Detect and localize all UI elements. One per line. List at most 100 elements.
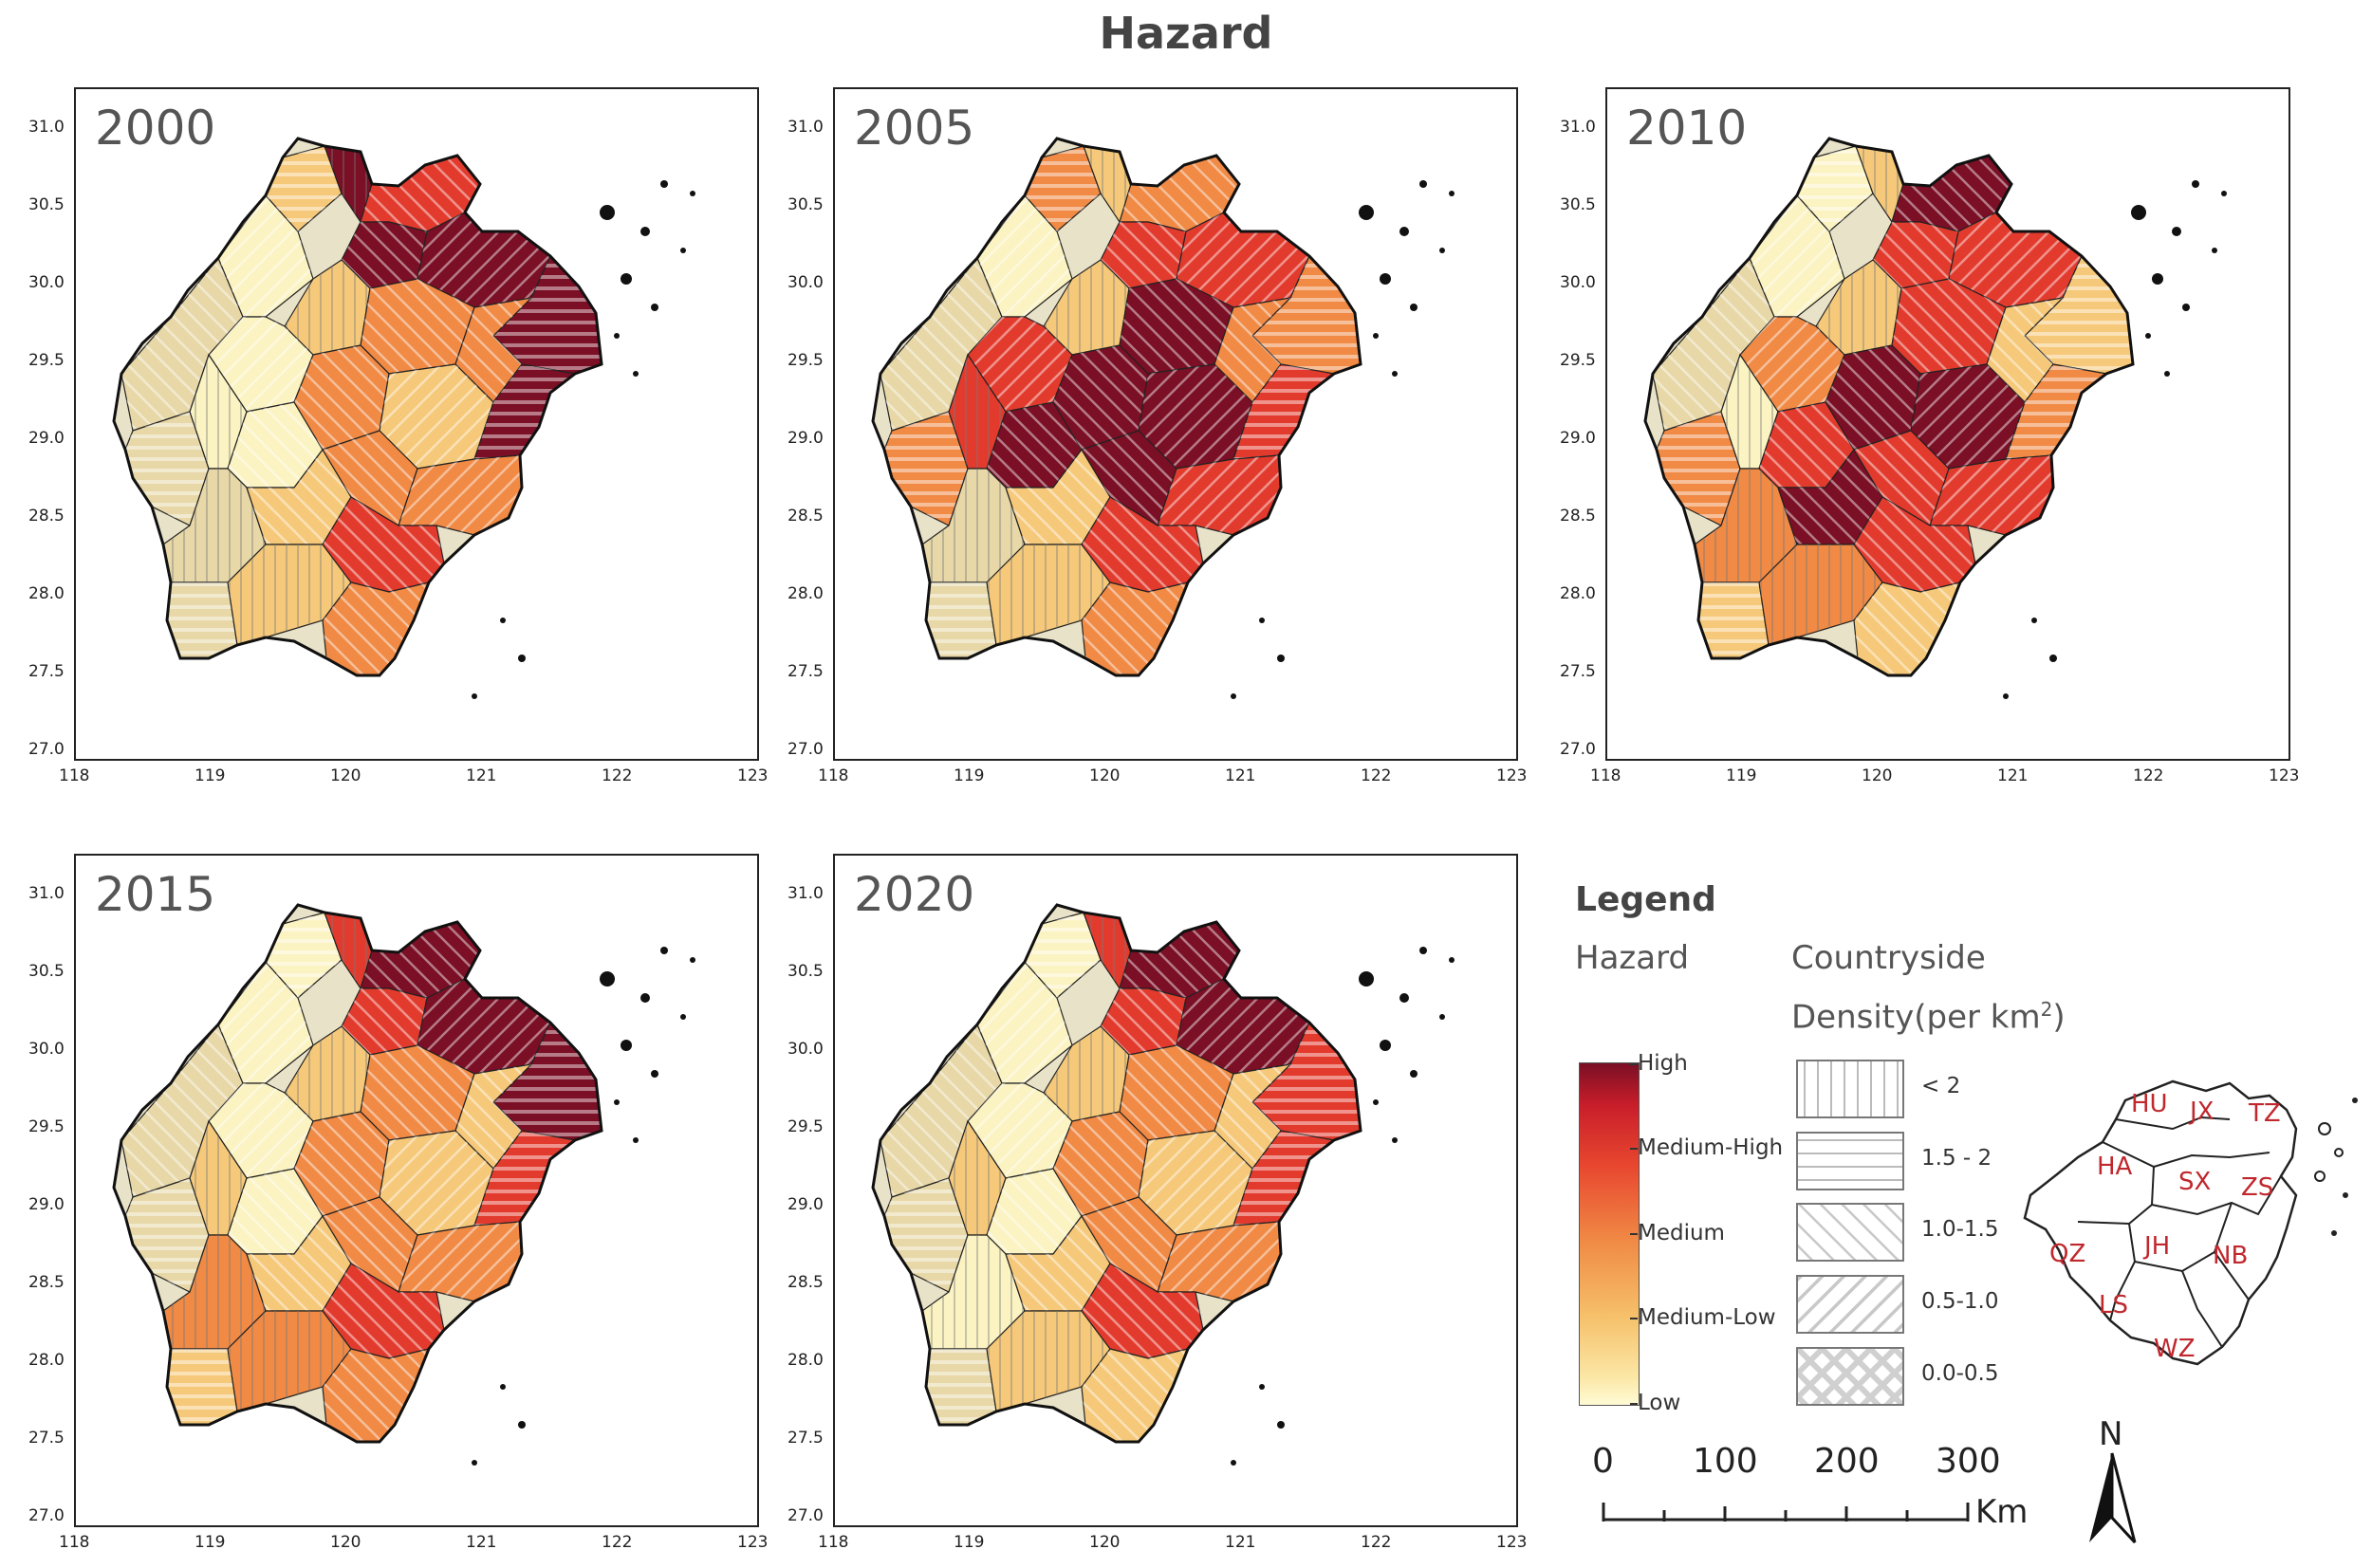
density-swatch-lt2 [1796,1060,1904,1118]
panel-year-label: 2015 [95,867,216,922]
island-marker [500,1384,506,1390]
island-marker [2152,273,2163,285]
island-marker [1399,993,1409,1003]
density-swatch-1.5-2 [1796,1132,1904,1190]
island-marker [1359,205,1374,220]
island-marker [633,371,639,377]
county-hatch [987,544,1110,645]
county-hatch [323,497,444,592]
county-hatch [1825,345,1920,450]
province-border [112,903,603,1444]
county-hatch [1025,913,1101,998]
y-tick-label: 31.0 [1560,118,1596,137]
county-hatch [1177,979,1309,1074]
county-hatch [926,582,996,658]
island-marker [2031,618,2037,623]
y-tick-label: 29.0 [788,429,824,448]
inset-city-label: JH [2142,1232,2170,1261]
y-tick-label: 28.5 [788,507,824,526]
x-tick-label: 119 [195,766,226,785]
county-hatch [1082,1197,1177,1292]
county-hatch [1750,195,1844,317]
hazard-level-label: Medium-Low [1630,1305,1776,1330]
y-tick-label: 30.0 [788,1040,824,1059]
county-hatch [266,913,342,998]
county-hatch [361,1045,474,1140]
y-tick-label: 29.0 [788,1195,824,1214]
county-hatch [987,1169,1082,1254]
panel-year-label: 2010 [1626,101,1748,156]
island-marker [660,180,668,188]
county-hatch [1025,146,1101,231]
county-hatch [417,212,550,307]
island-marker [2172,227,2181,236]
inset-city-label: QZ [2049,1240,2085,1268]
y-tick-label: 30.0 [1560,273,1596,292]
island-marker [1419,180,1427,188]
y-tick-label: 27.5 [788,1429,824,1448]
county-hatch [218,962,313,1083]
county-hatch [190,355,247,469]
county-hatch [987,402,1082,488]
y-tick-label: 29.0 [1560,429,1596,448]
y-tick-label: 28.5 [28,507,65,526]
map-panel-2020: 2020 [833,854,1518,1527]
county-hatch [1044,260,1129,355]
y-tick-label: 31.0 [28,884,65,903]
county-hatch [1930,455,2053,535]
figure-title: Hazard [1099,8,1273,59]
zhejiang-map-2000 [112,137,695,699]
zhejiang-map-2020 [871,903,1455,1466]
province-border [871,137,1362,677]
zhejiang-map-2005 [871,137,1455,699]
county-hatch [1854,582,1960,675]
x-tick-label: 121 [466,1533,497,1552]
county-hatch [209,317,313,412]
county-hatch [228,402,323,488]
panel-year-label: 2000 [95,101,216,156]
county-hatch [968,317,1072,412]
inset-city-label: SX [2178,1168,2211,1196]
county-hatch [380,364,493,469]
county-hatch [228,1169,323,1254]
county-hatch [190,1121,247,1235]
y-tick-label: 27.0 [788,1506,824,1525]
y-tick-label: 30.5 [28,962,65,981]
inset-city-label: NB [2213,1242,2248,1270]
county-hatch [1892,279,2006,374]
x-tick-label: 120 [330,766,361,785]
zhejiang-map-2010 [1643,137,2227,699]
map-panel-2010: 2010 [1605,87,2290,761]
county-hatch [1082,497,1203,592]
island-marker [2131,205,2146,220]
county-hatch [949,355,1006,469]
county-hatch [1892,156,2011,231]
map-panel-2005: 2005 [833,87,1518,761]
county-hatch [1120,922,1239,998]
scale-bar-number: 100 [1693,1442,1758,1481]
county-hatch [2025,256,2133,374]
x-tick-label: 122 [1361,766,1392,785]
scale-bar-unit: Km [1975,1493,2029,1531]
y-tick-label: 28.0 [788,1351,824,1370]
county-hatch [1082,1264,1203,1358]
county-hatch [361,279,474,374]
y-tick-label: 27.5 [1560,662,1596,681]
county-hatch [474,1131,575,1226]
island-marker [1277,1421,1285,1429]
y-tick-label: 30.5 [788,195,824,214]
island-marker [2221,191,2227,196]
x-tick-label: 120 [330,1533,361,1552]
county-hatch [1120,1045,1233,1140]
hazard-level-label: Medium-High [1629,1135,1784,1160]
x-tick-label: 120 [1862,766,1893,785]
county-hatch [323,1197,417,1292]
county-hatch [167,582,237,658]
panel-year-label: 2020 [854,867,975,922]
island-marker [1359,971,1374,987]
map-panel-2015: 2015 [74,854,759,1527]
county-hatch [1854,431,1949,526]
county-hatch [493,256,602,374]
county-hatch [163,469,266,582]
island-marker [518,1421,526,1429]
